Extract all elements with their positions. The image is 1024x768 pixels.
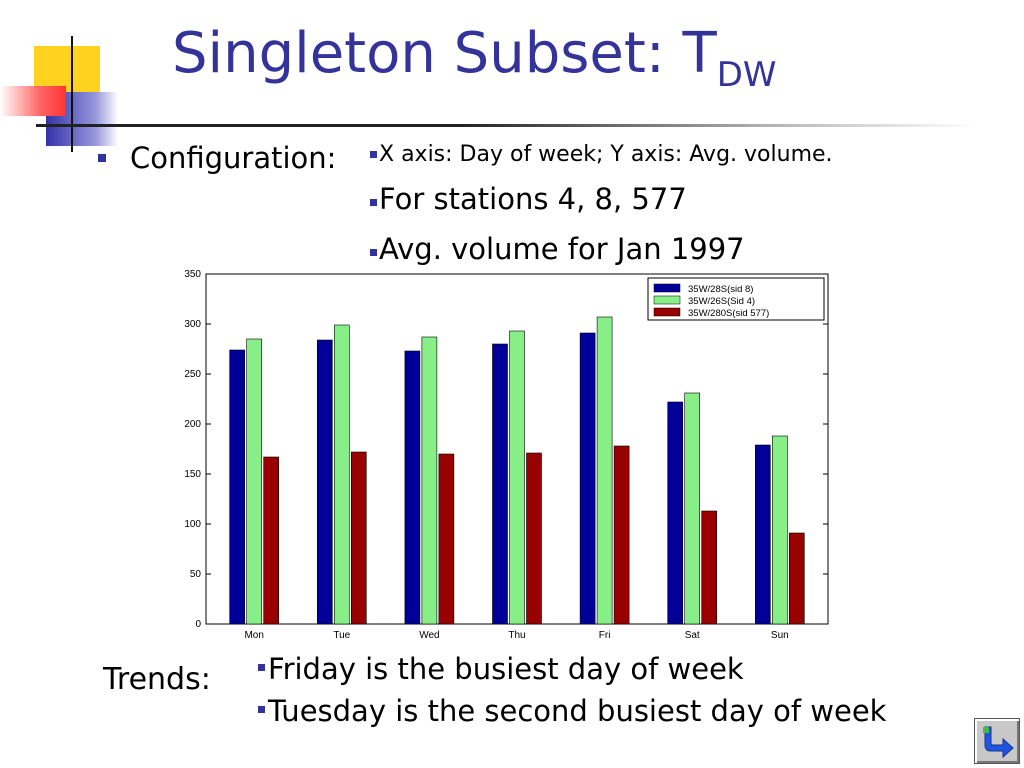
bar-1-sun — [755, 444, 771, 625]
decor-red-bar — [0, 86, 66, 116]
x-tick-label: Tue — [333, 630, 350, 641]
bar-1-tue — [316, 339, 333, 625]
y-tick-label: 300 — [184, 319, 201, 330]
bar-3-thu — [526, 452, 542, 625]
y-tick-label: 0 — [195, 619, 201, 630]
config-item-stations: For stations 4, 8, 577 — [370, 182, 687, 216]
bar-chart: 0 50 100 150 200 250 300 350 Mon Tue Wed Thu Fri Sat S… — [184, 269, 829, 641]
bar-2-tue — [333, 324, 350, 625]
slide-title: Singleton Subset: TDW — [172, 21, 777, 95]
y-tick-label: 250 — [184, 369, 201, 380]
bullet-icon — [258, 664, 265, 671]
legend-swatch — [653, 283, 681, 293]
y-tick-label: 100 — [184, 519, 201, 530]
bullet-icon — [258, 706, 265, 713]
x-tick-label: Wed — [419, 630, 439, 641]
bar-3-sat — [701, 510, 718, 625]
title-subscript: DW — [716, 55, 777, 95]
decor-vertical-line — [71, 36, 73, 152]
bar-2-thu — [509, 330, 525, 625]
return-arrow-icon — [983, 726, 1014, 759]
trend-item-friday: Friday is the busiest day of week — [258, 652, 744, 686]
y-tick-label: 50 — [190, 569, 202, 580]
bar-2-sat — [684, 392, 701, 625]
bar-3-wed — [438, 453, 455, 625]
bullet-icon — [98, 154, 106, 162]
bar-2-wed — [421, 336, 438, 625]
config-item-period: Avg. volume for Jan 1997 — [370, 232, 745, 266]
y-tick-label: 150 — [184, 469, 201, 480]
title-rule — [36, 124, 976, 127]
bar-2-fri — [596, 316, 613, 625]
bar-2-mon — [246, 338, 262, 625]
bar-1-thu — [492, 343, 508, 625]
bar-1-mon — [229, 349, 245, 625]
bullet-icon — [370, 249, 377, 256]
bar-1-fri — [579, 332, 596, 625]
legend-label: 35W/26S(Sid 4) — [688, 296, 755, 307]
legend-label: 35W/28S(sid 8) — [688, 284, 753, 295]
bullet-icon — [370, 199, 377, 206]
bar-3-mon — [263, 456, 279, 625]
config-item-axes: X axis: Day of week; Y axis: Avg. volume… — [370, 142, 833, 167]
bar-3-tue — [350, 451, 367, 625]
configuration-heading: Configuration: — [98, 141, 336, 175]
return-button[interactable] — [974, 718, 1020, 764]
legend-swatch — [653, 307, 681, 317]
x-tick-label: Mon — [244, 630, 263, 641]
bar-2-sun — [772, 435, 788, 625]
bullet-icon — [370, 151, 377, 158]
trend-item-tuesday: Tuesday is the second busiest day of wee… — [258, 694, 886, 728]
y-tick-label: 200 — [184, 419, 201, 430]
bar-3-fri — [613, 445, 630, 625]
bar-1-wed — [404, 350, 421, 625]
x-tick-label: Thu — [508, 630, 525, 641]
bar-1-sat — [667, 401, 684, 625]
x-tick-label: Sat — [685, 630, 700, 641]
legend-swatch — [653, 295, 681, 305]
y-tick-label: 350 — [184, 269, 201, 280]
trends-heading: Trends: — [103, 662, 211, 697]
legend-label: 35W/280S(sid 577) — [688, 308, 769, 319]
bar-3-sun — [789, 532, 805, 625]
x-tick-label: Sun — [771, 630, 789, 641]
x-tick-label: Fri — [599, 630, 611, 641]
